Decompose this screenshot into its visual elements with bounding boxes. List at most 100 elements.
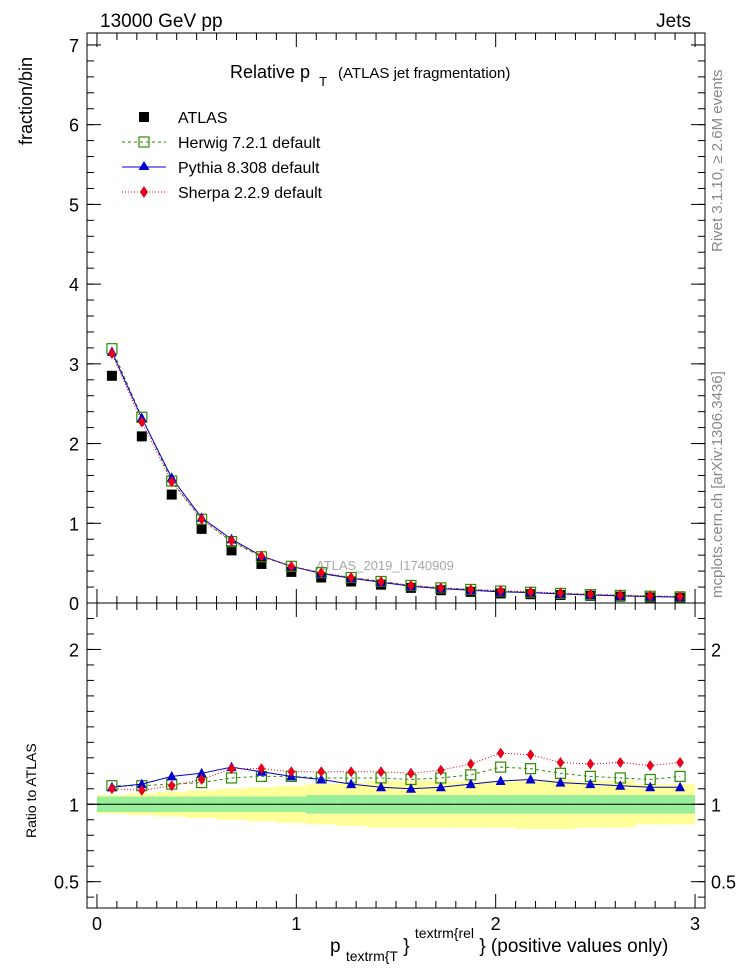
series-point-3	[257, 550, 266, 562]
main-ytick-label: 4	[69, 275, 79, 295]
legend-marker-herwig	[138, 136, 150, 148]
axes-layer: 0 1 2 3 4 5 6 7 0 1 2 3 0.5 0.5 1 1 2 2	[54, 32, 736, 934]
ratio-point-2	[676, 756, 684, 768]
main-ytick-label: 0	[69, 594, 79, 614]
legend-label-herwig: Herwig 7.2.1 default	[178, 135, 321, 152]
x-label-rest: } (positive values only)	[479, 936, 668, 957]
series-point-3	[556, 587, 565, 599]
x-label-sup: textrm{rel	[415, 925, 474, 941]
ratio-point-2	[108, 783, 116, 795]
x-label-main: p	[330, 936, 341, 957]
ratio-xtick-label: 2	[491, 914, 501, 934]
legend: ATLAS Herwig 7.2.1 default Pythia 8.308 …	[122, 110, 323, 202]
series-point-3	[317, 567, 326, 579]
atlas-point	[166, 489, 177, 500]
plot-title-sub: T	[319, 74, 327, 89]
ratio-point-1	[376, 781, 387, 792]
series-point-3	[496, 585, 505, 597]
series-point-3	[616, 589, 625, 601]
legend-label-sherpa: Sherpa 2.2.9 default	[178, 185, 323, 202]
ratio-point-2	[377, 766, 385, 778]
series-point-3	[586, 588, 595, 600]
ratio-line-1	[111, 766, 681, 790]
ratio-point-2	[257, 763, 266, 775]
ratio-point-1	[136, 778, 147, 789]
plot-title-main: Relative p	[230, 62, 310, 82]
ratio-point-2	[287, 766, 296, 778]
atlas-point	[226, 545, 237, 556]
ratio-point-2	[646, 760, 654, 772]
ratio-point-1	[196, 767, 207, 778]
ratio-point-0	[674, 770, 686, 783]
main-ytick-label: 6	[69, 116, 79, 136]
legend-marker-atlas	[139, 112, 149, 122]
x-label-sub: textrm{T	[346, 948, 399, 964]
ratio-point-2	[347, 766, 355, 778]
atlas-point	[196, 523, 207, 534]
ratio-point-2	[556, 756, 565, 768]
ratio-point-2	[317, 766, 326, 778]
legend-label-atlas: ATLAS	[178, 110, 228, 127]
ratio-point-1	[495, 775, 506, 786]
ratio-ytick-label-right: 2	[711, 640, 721, 660]
series-point-3	[138, 416, 146, 428]
series-point-3	[676, 590, 684, 602]
atlas-point	[256, 558, 267, 569]
legend-marker-pythia	[138, 161, 150, 170]
main-ytick-label: 5	[69, 195, 79, 215]
ratio-point-1	[316, 773, 327, 784]
series-point-3	[108, 347, 116, 359]
ratio-ytick-label: 0.5	[54, 873, 79, 893]
legend-marker-sherpa	[140, 186, 148, 198]
ratio-point-1	[405, 783, 416, 793]
ratio-ylabel: Ratio to ATLAS	[23, 743, 39, 838]
ratio-ytick-label-right: 0.5	[711, 873, 736, 893]
header-right: Jets	[656, 11, 691, 32]
ratio-point-1	[615, 780, 626, 790]
series-point-3	[227, 535, 236, 547]
ratio-point-2	[466, 758, 475, 770]
ratio-point-2	[227, 763, 236, 775]
series-point-3	[167, 476, 176, 488]
ratio-ytick-label: 1	[69, 795, 79, 815]
ratio-xtick-label: 1	[291, 914, 301, 934]
ratio-uncertainty-bands	[87, 779, 705, 830]
main-ytick-label: 7	[69, 36, 79, 56]
series-point-3	[347, 571, 355, 583]
ratio-plot-layer	[106, 747, 686, 796]
ratio-point-1	[346, 778, 357, 789]
legend-label-pythia: Pythia 8.308 default	[178, 160, 320, 177]
ratio-ytick-label-right: 1	[711, 795, 721, 815]
ratio-point-0	[524, 763, 537, 775]
ratio-point-1	[675, 781, 686, 792]
series-point-3	[197, 513, 206, 525]
series-point-3	[407, 579, 415, 591]
series-point-3	[526, 586, 535, 598]
main-ylabel: fraction/bin	[16, 57, 36, 145]
ratio-xtick-label: 0	[92, 914, 102, 934]
x-axis-label: p textrm{T } textrm{rel } (positive valu…	[330, 922, 668, 966]
ratio-point-1	[465, 778, 476, 789]
ratio-point-2	[616, 756, 625, 768]
ratio-point-2	[586, 758, 595, 770]
atlas-point	[106, 370, 117, 381]
main-plot-layer	[106, 343, 686, 603]
ratio-point-0	[495, 761, 507, 773]
series-point-3	[466, 583, 475, 595]
ratio-point-2	[197, 773, 206, 785]
ratio-point-1	[166, 770, 177, 781]
ratio-point-2	[437, 764, 445, 776]
main-ytick-label: 3	[69, 355, 79, 375]
series-point-3	[377, 575, 385, 587]
atlas-point	[136, 431, 147, 442]
ratio-xtick-label: 3	[690, 914, 700, 934]
main-ytick-label: 1	[69, 514, 79, 534]
ratio-point-2	[407, 767, 415, 779]
ratio-point-1	[645, 781, 656, 792]
series-point-3	[646, 590, 654, 602]
ratio-point-2	[167, 780, 176, 792]
ratio-line-2	[111, 752, 681, 791]
x-label-brace: }	[403, 936, 409, 957]
ratio-point-2	[138, 784, 146, 796]
